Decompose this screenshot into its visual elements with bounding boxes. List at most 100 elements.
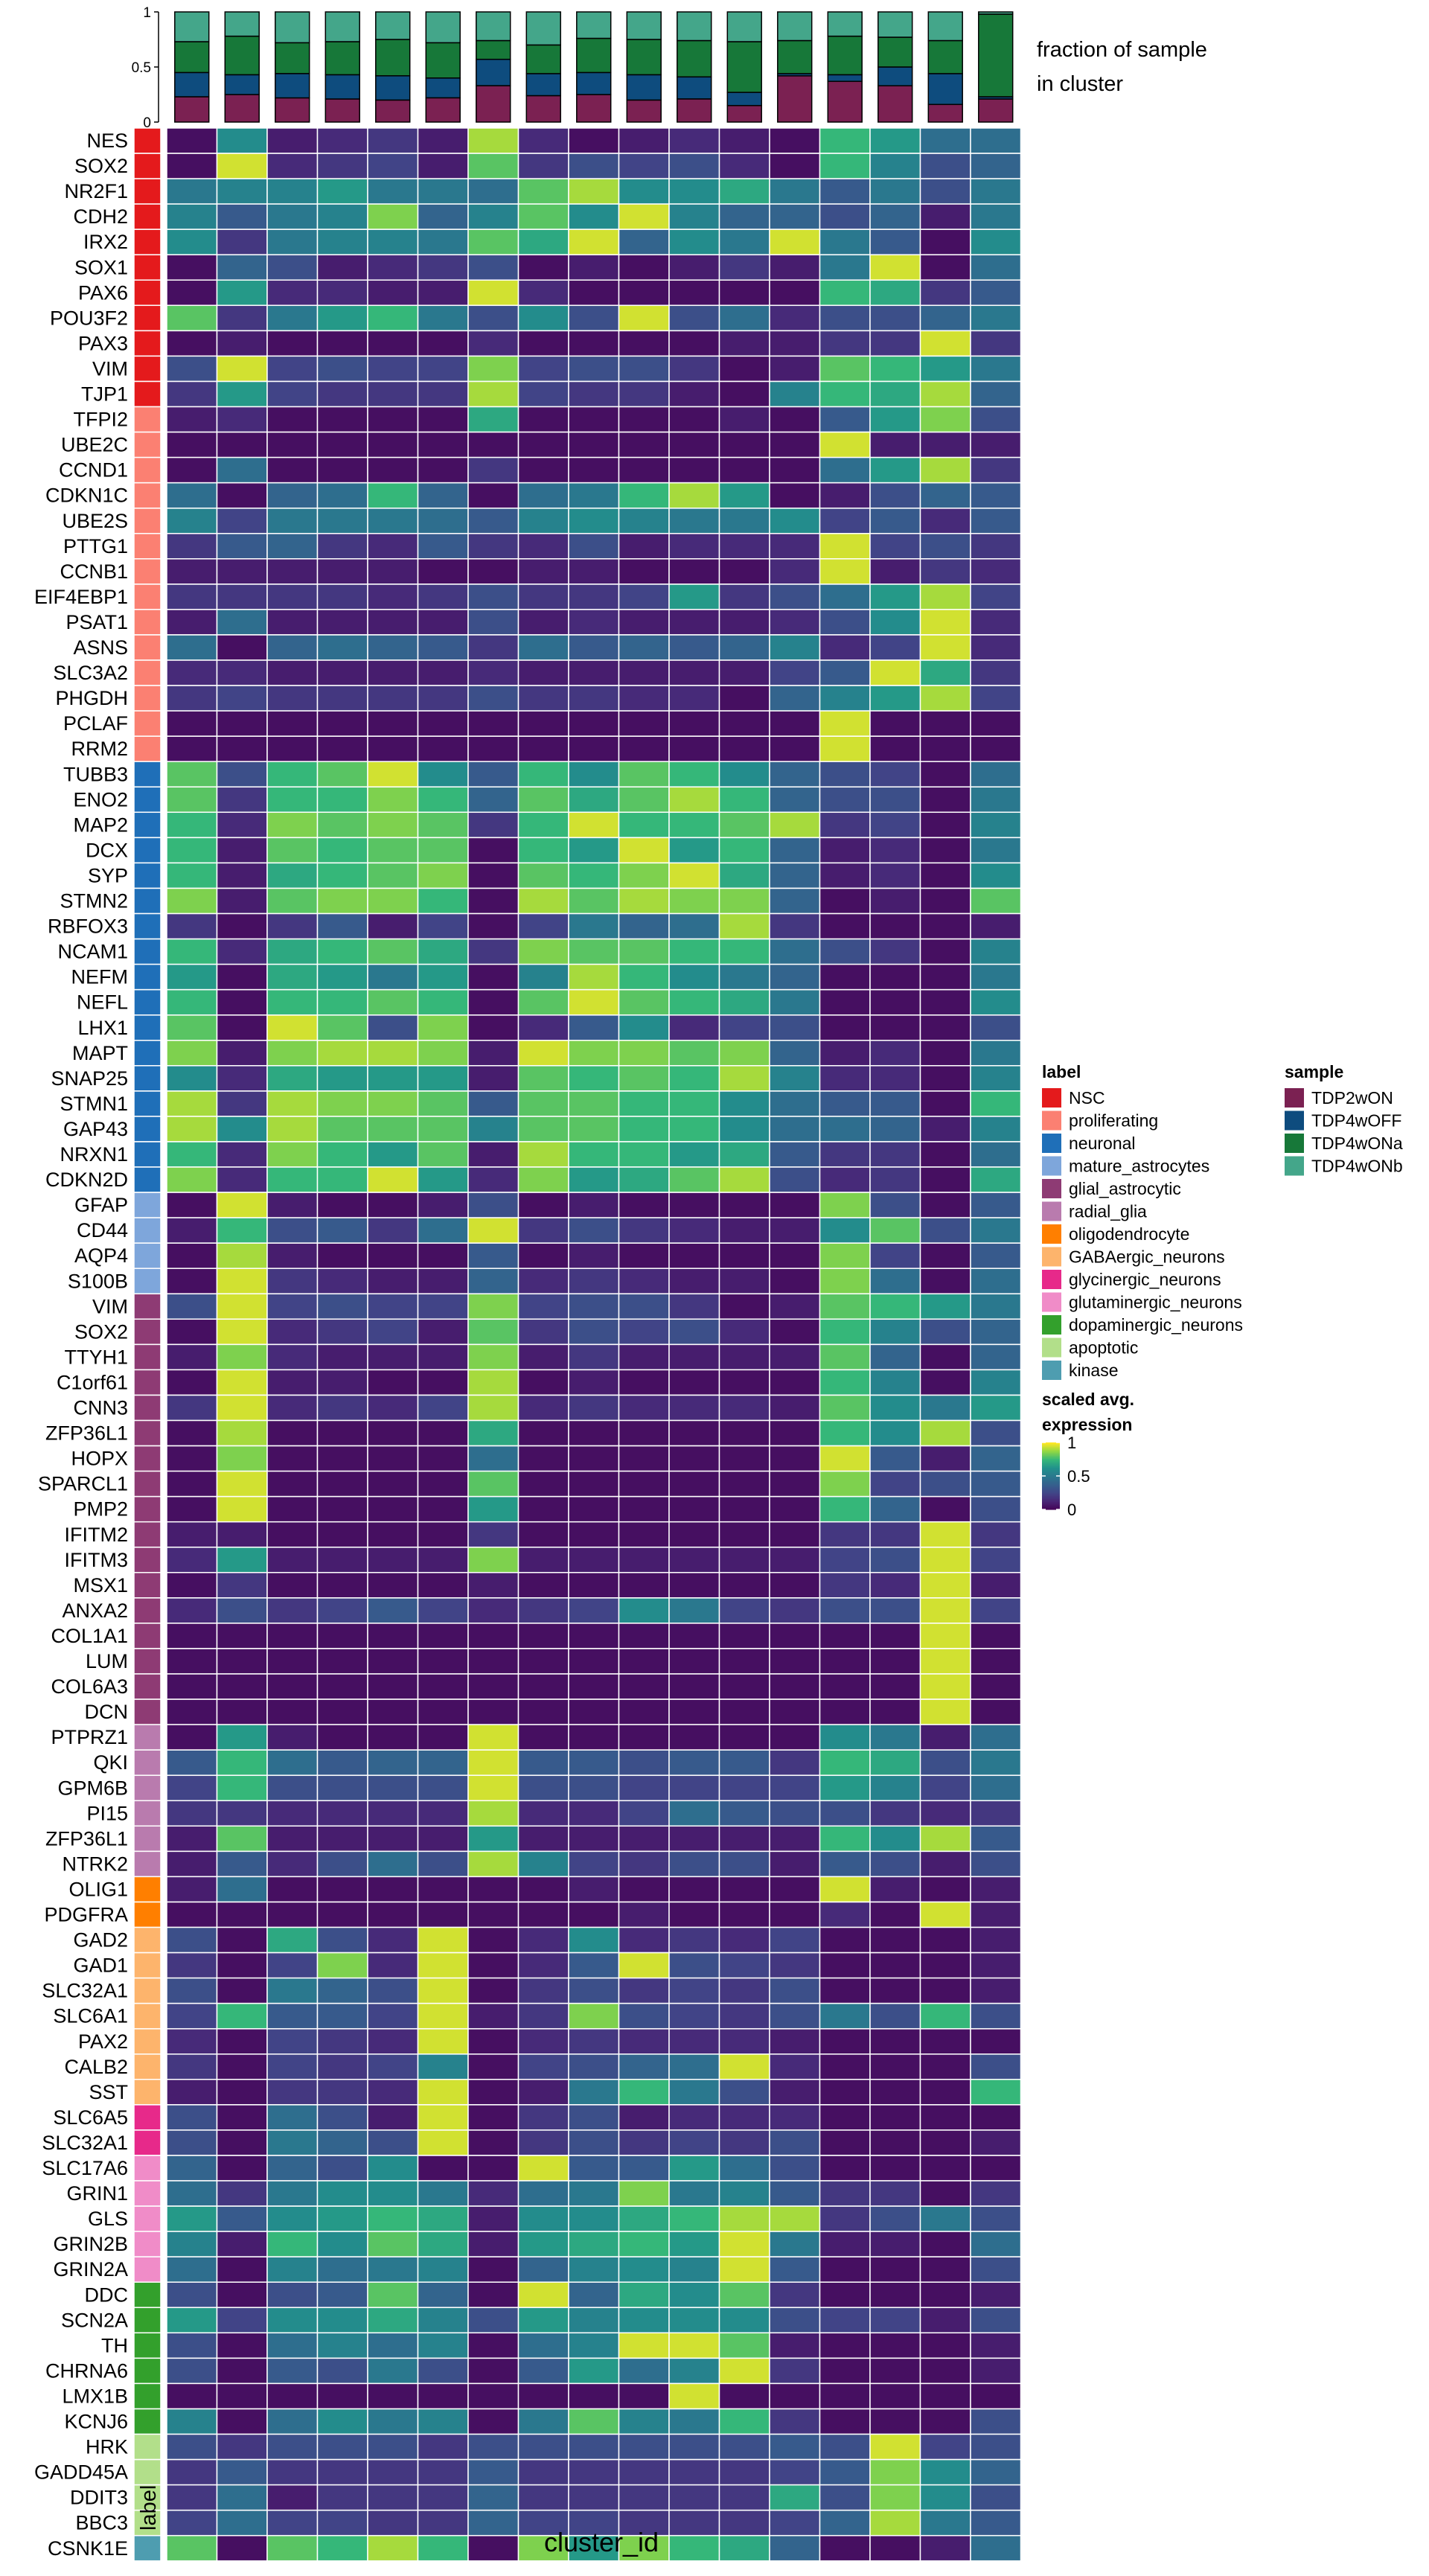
heatmap-cell <box>217 2333 268 2358</box>
fraction-bar-segment <box>175 42 209 72</box>
heatmap-cell <box>770 204 820 229</box>
label-strip-cell <box>134 2130 161 2155</box>
heatmap-cell <box>820 356 871 381</box>
heatmap-cell <box>519 2307 569 2333</box>
heatmap-cell <box>870 2080 921 2105</box>
heatmap-cell <box>820 1953 871 1978</box>
heatmap-cell <box>820 1497 871 1522</box>
heatmap-cell <box>418 914 469 939</box>
heatmap-cell <box>519 1142 569 1167</box>
heatmap-cell <box>720 1218 770 1243</box>
gene-label: CD44 <box>77 1219 128 1241</box>
fraction-bar-segment <box>325 12 359 42</box>
gene-label: OLIG1 <box>68 1879 128 1901</box>
heatmap-cell <box>468 204 519 229</box>
heatmap-cell <box>669 1750 720 1775</box>
heatmap-cell <box>971 1800 1021 1826</box>
heatmap-cell <box>971 837 1021 863</box>
heatmap-cell <box>619 305 670 330</box>
heatmap-cell <box>921 2307 971 2333</box>
heatmap-cell <box>519 635 569 660</box>
heatmap-cell <box>770 812 820 837</box>
heatmap-cell <box>820 1421 871 1446</box>
heatmap-cell <box>569 2231 619 2257</box>
heatmap-cell <box>921 229 971 255</box>
heatmap-cell <box>519 1218 569 1243</box>
label-strip-cell <box>134 1319 161 1344</box>
heatmap-cell <box>569 1699 619 1725</box>
heatmap-cell <box>267 432 318 458</box>
heatmap-cell <box>619 1826 670 1851</box>
heatmap-cell <box>368 2435 418 2460</box>
gene-label: GAD2 <box>73 1929 128 1952</box>
gene-label: HRK <box>86 2436 128 2458</box>
heatmap-cell <box>267 1396 318 1421</box>
heatmap-cell <box>468 1522 519 1547</box>
heatmap-cell <box>318 1218 368 1243</box>
heatmap-cell <box>519 939 569 965</box>
heatmap-cell <box>468 1344 519 1370</box>
heatmap-cell <box>770 1649 820 1674</box>
legend-label-key <box>1042 1247 1061 1267</box>
heatmap-cell <box>519 1066 569 1091</box>
heatmap-cell <box>619 1851 670 1876</box>
heatmap-cell <box>368 1928 418 1953</box>
heatmap-cell <box>368 1800 418 1826</box>
heatmap-cell <box>870 2511 921 2536</box>
heatmap-cell <box>217 1471 268 1497</box>
gene-label: CCND1 <box>59 459 128 482</box>
heatmap-cell <box>167 635 217 660</box>
gene-label: UBE2C <box>61 434 128 456</box>
heatmap-cell <box>870 1396 921 1421</box>
heatmap-cell <box>368 1421 418 1446</box>
gene-label: LHX1 <box>77 1017 128 1039</box>
heatmap-cell <box>770 1674 820 1699</box>
heatmap-cell <box>971 2383 1021 2409</box>
heatmap-cell <box>468 128 519 153</box>
heatmap-cell <box>619 1446 670 1471</box>
heatmap-cell <box>619 635 670 660</box>
heatmap-cell <box>870 2029 921 2054</box>
bar-title-line1: fraction of sample <box>1037 38 1207 62</box>
heatmap-cell <box>468 2257 519 2282</box>
heatmap-cell <box>770 1699 820 1725</box>
heatmap-cell <box>921 280 971 305</box>
heatmap-cell <box>669 1497 720 1522</box>
heatmap-cell <box>217 2358 268 2383</box>
heatmap-cell <box>569 2383 619 2409</box>
heatmap-cell <box>267 1370 318 1395</box>
heatmap-cell <box>569 255 619 280</box>
heatmap-cell <box>368 2333 418 2358</box>
heatmap-cell <box>619 1928 670 1953</box>
heatmap-cell <box>468 660 519 685</box>
heatmap-cell <box>820 1851 871 1876</box>
heatmap-cell <box>217 1421 268 1446</box>
fraction-bar-segment <box>275 12 310 42</box>
heatmap-cell <box>921 1268 971 1294</box>
heatmap-cell <box>870 153 921 179</box>
heatmap-cell <box>971 458 1021 483</box>
heatmap-cell <box>820 2333 871 2358</box>
heatmap-cell <box>820 2511 871 2536</box>
heatmap-cell <box>720 1978 770 2004</box>
heatmap-cell <box>820 2282 871 2307</box>
heatmap-cell <box>569 711 619 736</box>
heatmap-cell <box>318 280 368 305</box>
label-strip-cell <box>134 1091 161 1116</box>
heatmap-cell <box>971 330 1021 356</box>
heatmap-cell <box>569 736 619 761</box>
gene-label: PCLAF <box>63 712 128 735</box>
heatmap-cell <box>870 1446 921 1471</box>
heatmap-cell <box>368 889 418 914</box>
heatmap-cell <box>368 305 418 330</box>
heatmap-cell <box>669 2383 720 2409</box>
heatmap-cell <box>921 330 971 356</box>
gene-label: AQP4 <box>74 1244 128 1267</box>
heatmap-cell <box>770 610 820 635</box>
heatmap-cell <box>167 2080 217 2105</box>
legend-label-title: label <box>1042 1062 1081 1081</box>
heatmap-cell <box>971 1623 1021 1649</box>
heatmap-cell <box>971 1649 1021 1674</box>
heatmap-cell <box>519 1370 569 1395</box>
